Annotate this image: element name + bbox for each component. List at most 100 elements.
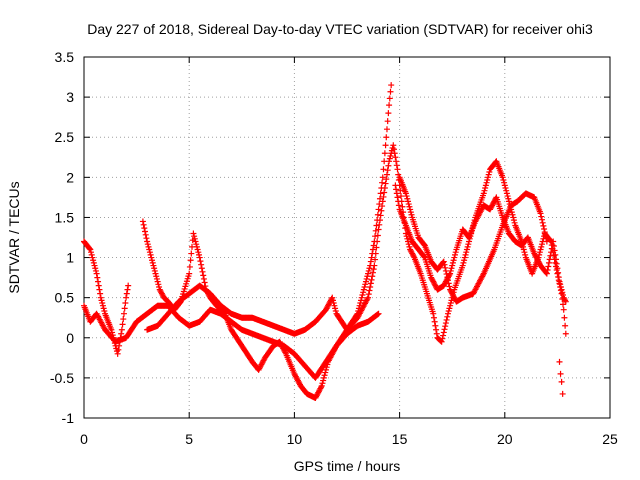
data-point bbox=[543, 235, 550, 242]
data-point bbox=[398, 193, 405, 200]
data-point bbox=[395, 202, 402, 209]
data-point bbox=[538, 241, 545, 248]
grid-lines bbox=[84, 57, 610, 418]
data-point bbox=[95, 278, 102, 285]
data-point bbox=[465, 241, 472, 248]
data-point bbox=[460, 259, 467, 266]
data-point bbox=[431, 318, 438, 325]
data-point bbox=[561, 314, 568, 321]
x-tick-label: 20 bbox=[497, 431, 513, 447]
data-point bbox=[447, 300, 454, 307]
data-point bbox=[552, 259, 559, 266]
data-point bbox=[449, 259, 456, 266]
data-point bbox=[392, 182, 399, 189]
y-tick-label: -1 bbox=[62, 410, 75, 426]
data-point bbox=[198, 261, 205, 268]
data-point bbox=[318, 382, 325, 389]
data-point bbox=[390, 142, 397, 149]
data-point bbox=[382, 142, 389, 149]
data-point bbox=[452, 249, 459, 256]
data-point bbox=[140, 221, 147, 228]
data-point bbox=[430, 310, 437, 317]
data-point bbox=[463, 246, 470, 253]
data-point bbox=[445, 280, 452, 287]
data-point bbox=[557, 370, 564, 377]
data-point bbox=[201, 279, 208, 286]
data-point bbox=[559, 289, 566, 296]
data-point bbox=[386, 102, 393, 109]
data-point bbox=[385, 110, 392, 117]
data-point bbox=[430, 314, 437, 321]
data-point bbox=[441, 326, 448, 333]
data-point bbox=[322, 369, 329, 376]
data-point bbox=[367, 283, 374, 290]
data-point bbox=[323, 364, 330, 371]
data-point bbox=[442, 323, 449, 330]
data-point bbox=[376, 217, 383, 224]
data-point bbox=[440, 258, 447, 265]
data-point bbox=[144, 238, 151, 245]
data-point bbox=[443, 316, 450, 323]
data-point bbox=[403, 193, 410, 200]
data-point bbox=[386, 158, 393, 165]
data-point bbox=[99, 302, 106, 309]
data-point bbox=[480, 190, 487, 197]
data-point bbox=[553, 260, 560, 267]
data-point bbox=[555, 269, 562, 276]
data-point bbox=[186, 270, 193, 277]
data-point bbox=[559, 390, 566, 397]
data-point bbox=[90, 259, 97, 266]
data-point bbox=[551, 247, 558, 254]
data-point bbox=[369, 269, 376, 276]
data-point bbox=[562, 297, 569, 304]
data-point bbox=[331, 302, 338, 309]
data-point bbox=[503, 187, 510, 194]
data-point bbox=[375, 206, 382, 213]
data-point bbox=[191, 235, 198, 242]
data-point bbox=[464, 243, 471, 250]
data-point bbox=[362, 281, 369, 288]
data-point bbox=[319, 380, 326, 387]
data-point bbox=[407, 209, 414, 216]
data-point bbox=[187, 257, 194, 264]
data-point bbox=[397, 187, 404, 194]
data-point bbox=[148, 254, 155, 261]
data-point bbox=[322, 366, 329, 373]
data-point bbox=[200, 272, 207, 279]
data-point bbox=[557, 281, 564, 288]
data-point bbox=[144, 241, 151, 248]
data-point bbox=[544, 267, 551, 274]
data-point bbox=[145, 243, 152, 250]
data-point bbox=[381, 189, 388, 196]
data-point bbox=[444, 277, 451, 284]
data-point bbox=[372, 250, 379, 257]
data-point bbox=[404, 195, 411, 202]
data-point bbox=[116, 342, 123, 349]
data-point bbox=[537, 246, 544, 253]
data-point bbox=[557, 283, 564, 290]
data-point bbox=[88, 251, 95, 258]
y-axis-label: SDTVAR / TECUs bbox=[6, 181, 22, 293]
data-point bbox=[360, 289, 367, 296]
data-point bbox=[548, 249, 555, 256]
data-point bbox=[124, 286, 131, 293]
data-point bbox=[379, 203, 386, 210]
data-point bbox=[552, 251, 559, 258]
data-point bbox=[385, 162, 392, 169]
data-point bbox=[432, 322, 439, 329]
data-point bbox=[98, 297, 105, 304]
data-point bbox=[444, 274, 451, 281]
data-point bbox=[154, 278, 161, 285]
data-point bbox=[373, 222, 380, 229]
y-tick-label: 0.5 bbox=[55, 290, 75, 306]
data-point bbox=[193, 241, 200, 248]
data-point bbox=[506, 198, 513, 205]
y-tick-label: 1 bbox=[66, 250, 74, 266]
data-point bbox=[361, 283, 368, 290]
data-point bbox=[92, 267, 99, 274]
data-point bbox=[384, 167, 391, 174]
data-point bbox=[153, 275, 160, 282]
data-point bbox=[484, 174, 491, 181]
data-point bbox=[502, 185, 509, 192]
data-point bbox=[150, 262, 157, 269]
